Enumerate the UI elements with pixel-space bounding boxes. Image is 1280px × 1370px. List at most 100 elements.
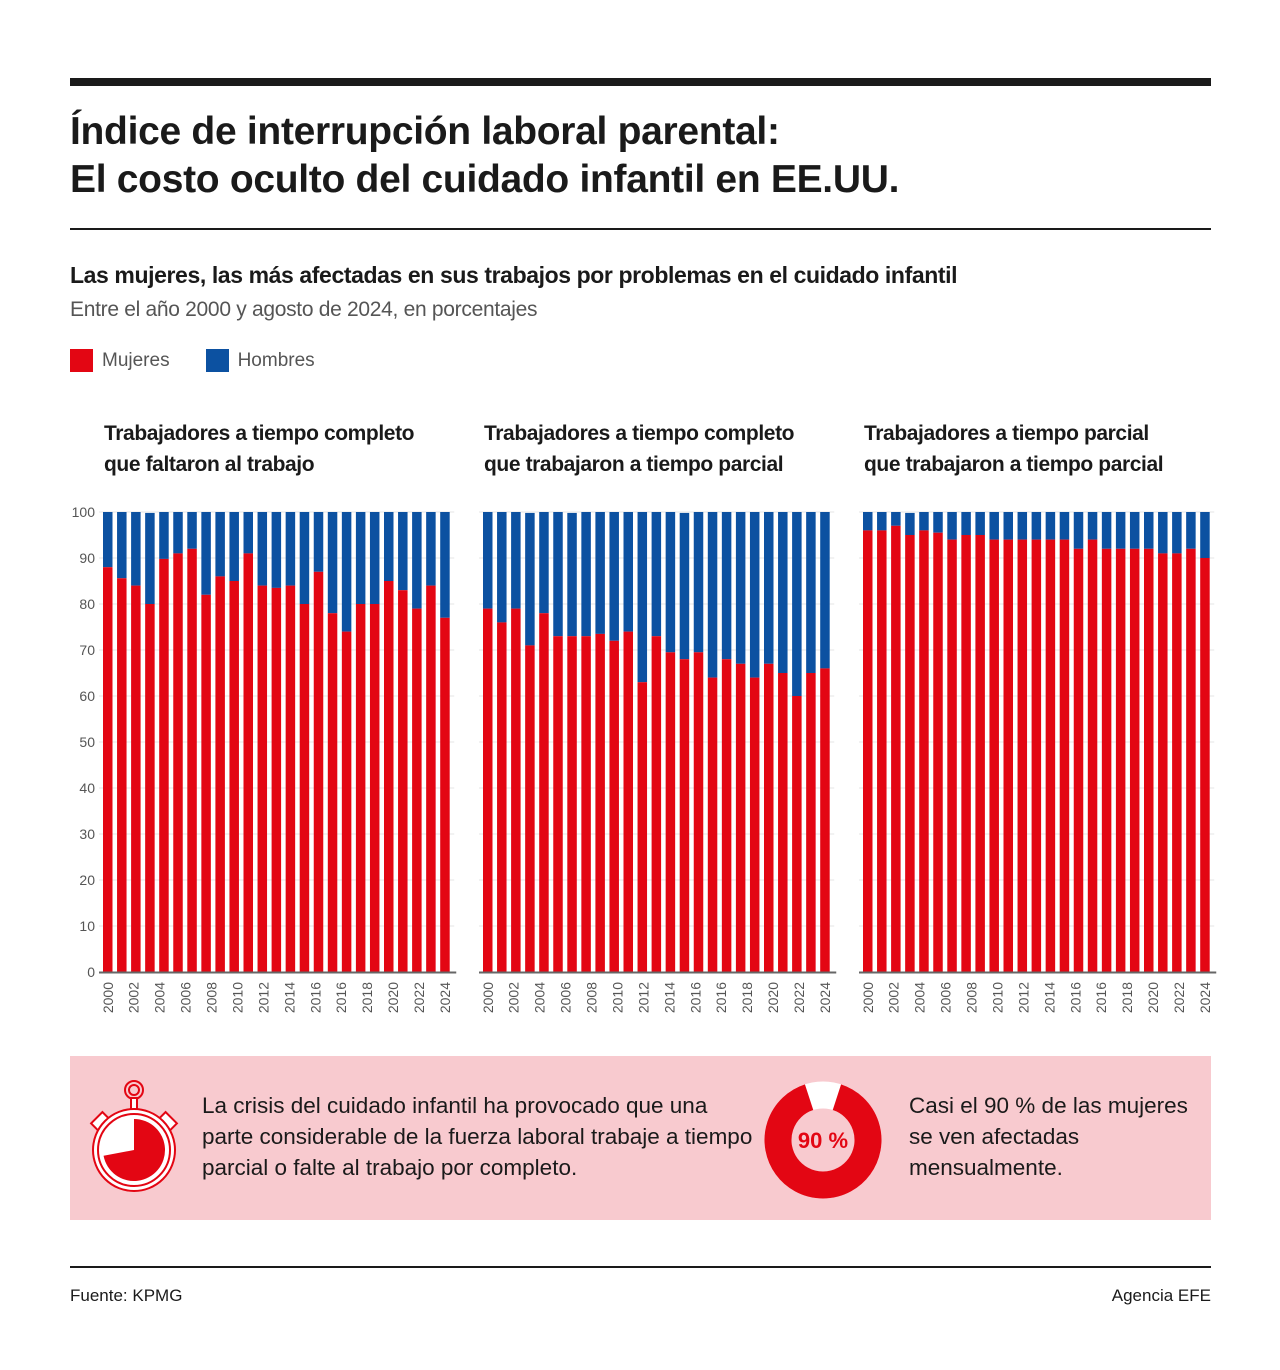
bar-women-2006 [187,548,197,972]
bar-men-2019 [369,512,380,604]
bar-women-2016 [327,613,338,972]
bar-women-2001 [497,622,507,972]
bar-men-2016 [327,512,338,614]
bar-men-2000 [483,512,493,609]
bar-women-2014 [1059,539,1070,972]
x-tick-label: 2002 [886,982,902,1013]
x-tick-label: 2004 [152,982,168,1013]
y-tick-label: 40 [79,780,95,796]
x-tick-label: 2002 [506,982,522,1013]
bar-women-2015 [1073,548,1084,972]
bar-women-2002 [511,608,521,972]
bar-men-2023 [1186,512,1196,549]
bar-men-2021 [778,512,788,673]
bar-women-2023 [806,673,816,972]
bar-men-2010 [243,512,253,554]
bar-men-2008 [215,512,225,577]
bar-women-2017 [1101,548,1112,972]
bar-men-2012 [651,512,662,637]
bar-women-2007 [581,636,591,972]
bar-men-2014 [299,512,310,604]
bar-women-2000 [483,608,493,972]
y-tick-label: 30 [79,826,95,842]
x-tick-label: 2000 [860,982,876,1013]
bar-men-2012 [1031,512,1042,540]
bar-men-2001 [497,512,507,623]
panel-title-3-line-2: que trabajaron a tiempo parcial [864,453,1164,476]
bar-women-2006 [567,636,577,972]
donut-90-percent: 90 % [764,1081,882,1199]
bar-women-2003 [525,645,535,972]
x-tick-label: 2012 [1015,982,1031,1013]
bar-women-2001 [117,578,127,972]
callout-right-text: Casi el 90 % de las mujeres se ven afect… [909,1093,1188,1180]
title-line-2: El costo oculto del cuidado infantil en … [70,158,900,201]
legend-item-men: Hombres [205,349,315,372]
bar-women-2008 [215,576,225,972]
bar-men-2015 [313,512,324,572]
panel-title-2-line-2: que trabajaron a tiempo parcial [484,453,784,476]
callout-left-text: La crisis del cuidado infantil ha provoc… [202,1093,753,1180]
x-tick-label: 2024 [437,982,453,1013]
bar-women-2019 [1129,548,1140,972]
legend-item-women: Mujeres [70,349,170,372]
y-tick-label: 20 [79,872,95,888]
y-tick-label: 50 [79,734,95,750]
bar-women-2008 [595,633,605,972]
bar-men-2020 [1144,512,1154,549]
bar-women-2024 [440,617,450,972]
bar-women-2023 [426,585,436,972]
bar-women-2007 [961,535,971,972]
bar-women-2016 [1087,539,1098,972]
bar-women-2012 [271,587,282,972]
x-tick-label: 2006 [558,982,574,1013]
page-title: Índice de interrupción laboral parental:… [70,108,1211,204]
bar-men-2003 [905,512,915,535]
legend-label-women: Mujeres [102,349,170,371]
bar-men-2010 [1003,512,1013,540]
bar-women-2015 [693,652,704,972]
x-tick-label: 2022 [1171,982,1187,1013]
bar-women-2017 [341,631,352,972]
title-divider [70,228,1211,230]
bar-women-2003 [905,535,915,972]
bar-men-2017 [341,512,352,632]
bar-men-2015 [1073,512,1084,549]
x-tick-label: 2006 [938,982,954,1013]
bar-men-2007 [201,512,211,595]
bar-men-2009 [989,512,999,540]
x-tick-label: 2018 [739,982,755,1013]
bar-men-2011 [1017,512,1028,540]
x-tick-label: 2000 [480,982,496,1013]
x-tick-label: 2014 [1041,982,1057,1013]
bar-men-2023 [806,512,816,673]
panel-title-3: Trabajadores a tiempo parcial que trabaj… [864,418,1164,480]
bar-women-2012 [651,636,662,972]
footer-rule [70,1266,1211,1268]
stopwatch-fill [103,1119,165,1181]
bar-men-2020 [384,512,394,581]
bar-men-2006 [187,512,197,549]
bar-women-2002 [891,525,901,972]
panel-title-2-line-1: Trabajadores a tiempo completo [484,422,795,445]
bar-women-2007 [201,594,211,972]
bar-men-2004 [159,512,169,559]
bar-women-2018 [355,604,366,972]
bar-women-2011 [1017,539,1028,972]
bar-men-2013 [1045,512,1056,540]
bar-men-2018 [1115,512,1126,549]
bar-women-2014 [299,604,310,972]
y-tick-label: 80 [79,596,95,612]
x-tick-label: 2020 [385,982,401,1013]
bar-men-2003 [145,512,155,604]
x-tick-label: 2020 [1145,982,1161,1013]
bar-women-2013 [285,585,296,972]
x-tick-label: 2010 [989,982,1005,1013]
x-tick-label: 2006 [178,982,194,1013]
bar-women-2019 [749,677,760,972]
bar-men-2016 [1087,512,1098,540]
donut-label: 90 % [798,1128,848,1153]
bar-men-2019 [749,512,760,678]
bar-women-2020 [764,663,774,972]
agency-credit: Agencia EFE [1111,1286,1211,1305]
